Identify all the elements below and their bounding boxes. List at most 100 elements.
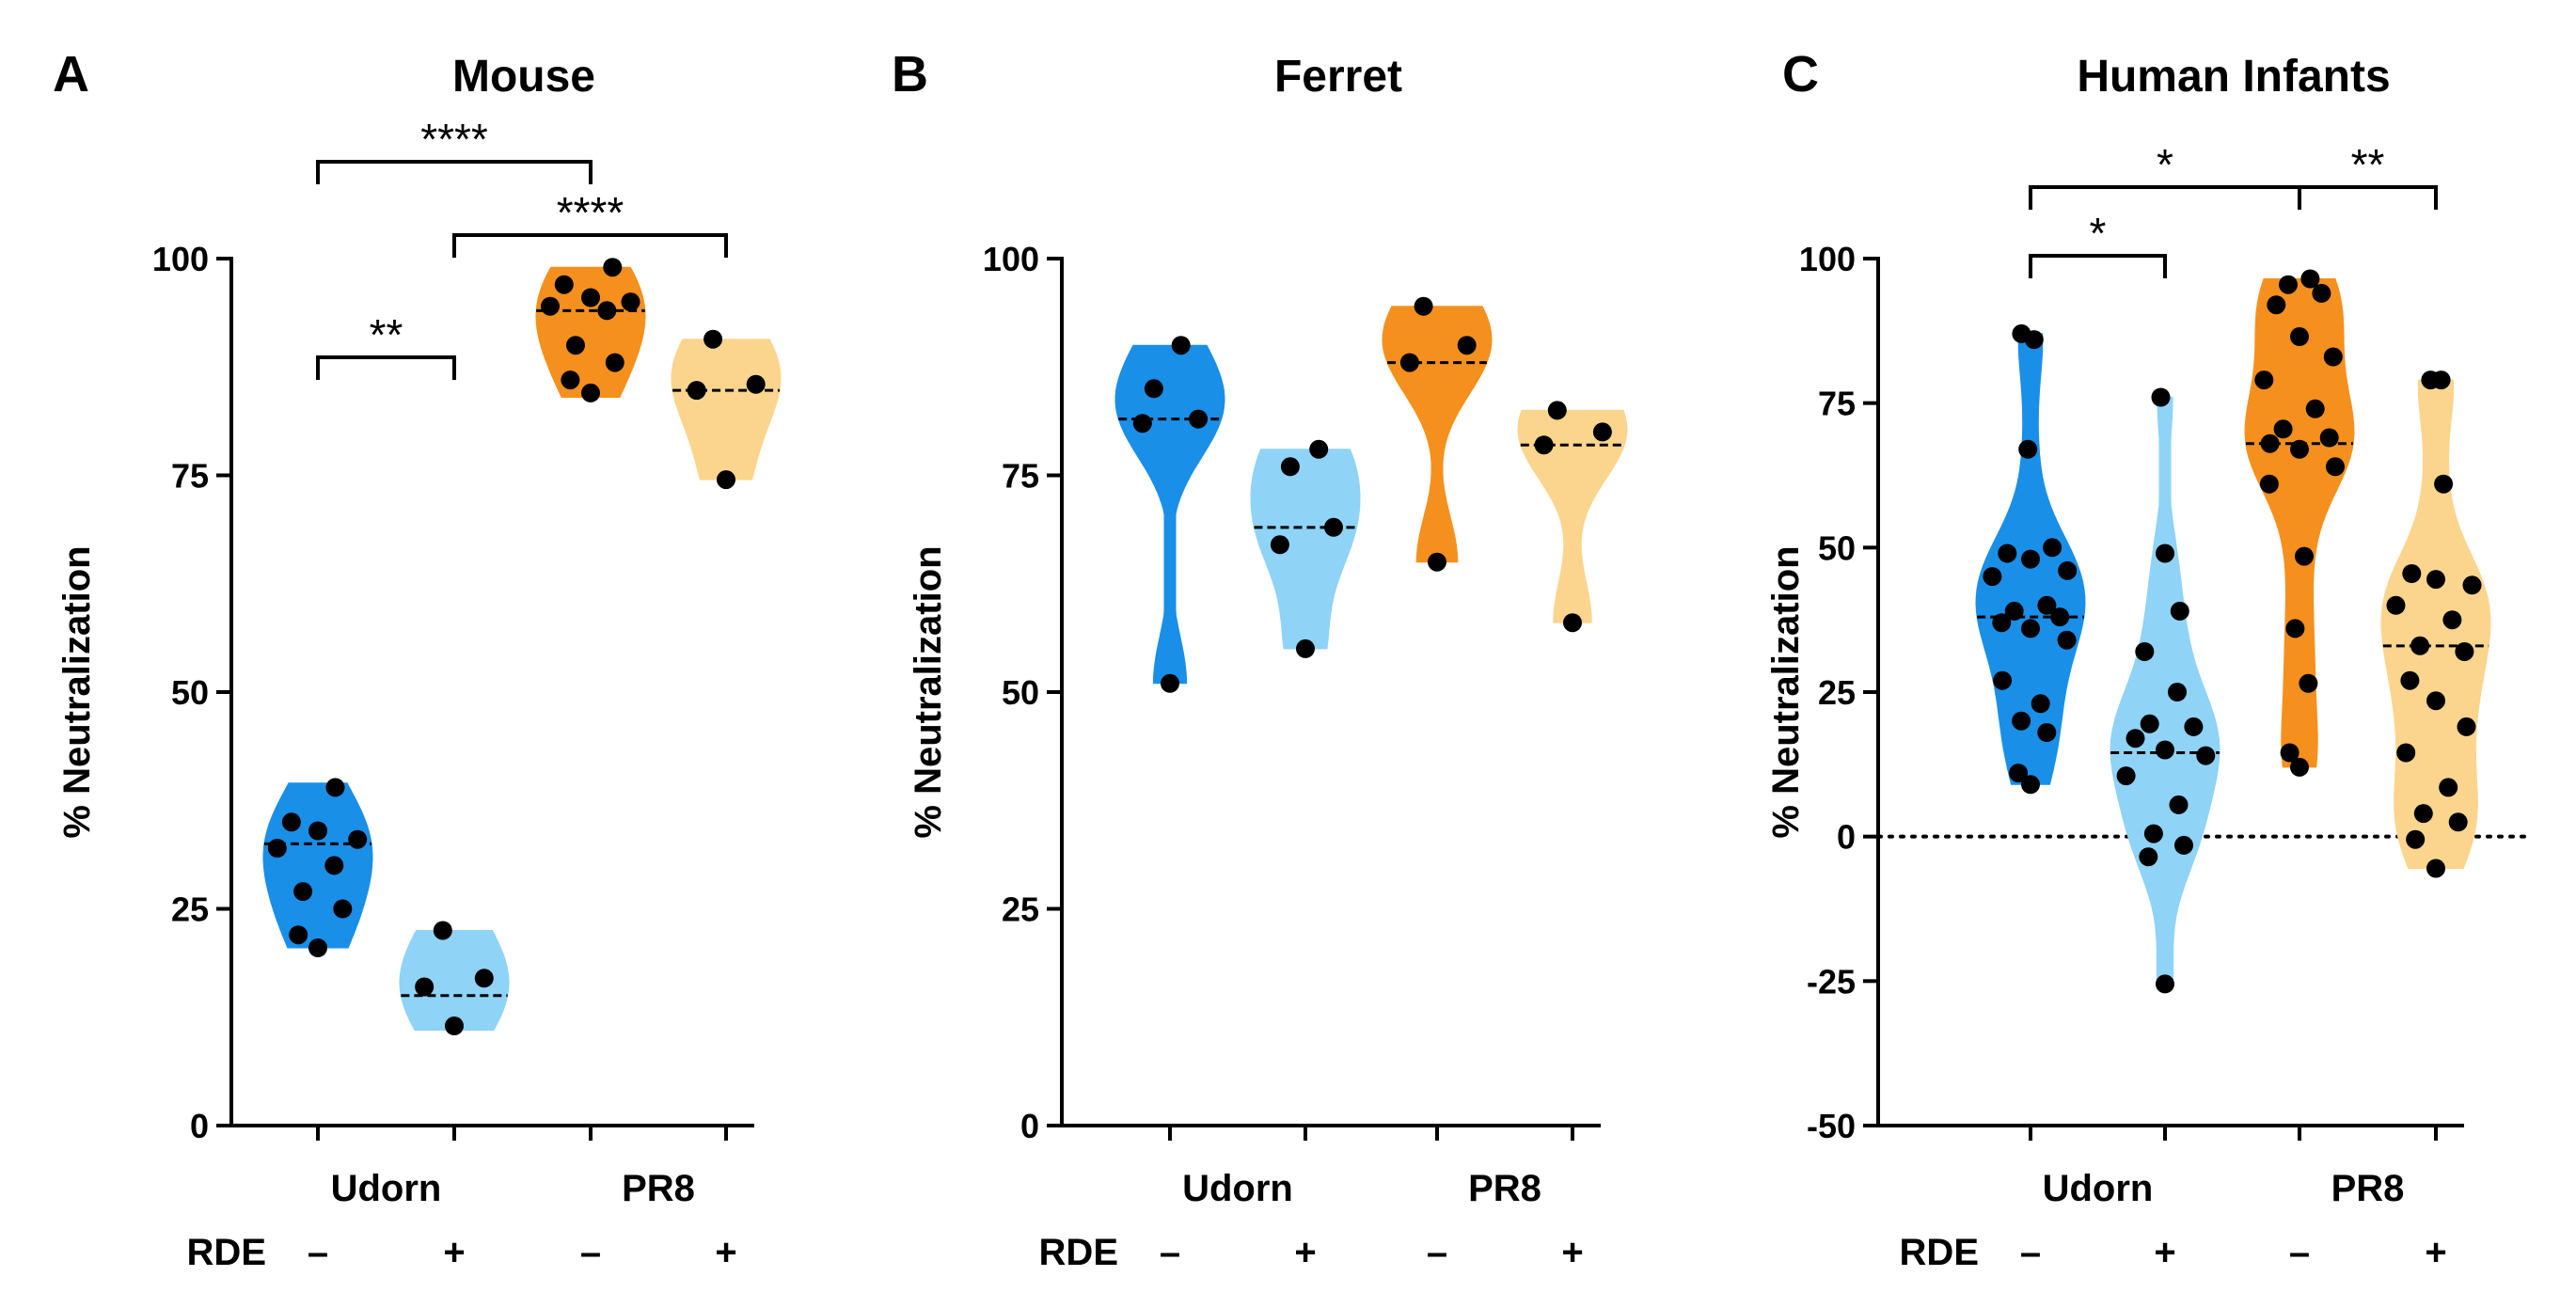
y-tick-label: 75	[1818, 385, 1856, 423]
y-tick-label: 50	[1002, 673, 1039, 712]
data-point	[603, 258, 623, 277]
y-axis-label: % Neutralization	[908, 545, 949, 838]
y-tick-label: 50	[171, 673, 209, 712]
y-tick-label: 0	[1020, 1107, 1039, 1145]
y-axis-label: % Neutralization	[1765, 545, 1807, 838]
data-point	[433, 921, 452, 940]
data-point	[2156, 974, 2174, 994]
data-point	[2290, 327, 2309, 346]
data-point	[2290, 439, 2309, 459]
rde-symbol: +	[2154, 1232, 2175, 1273]
data-point	[1270, 535, 1289, 555]
data-point	[746, 374, 766, 394]
data-point	[2143, 824, 2163, 843]
data-point	[554, 275, 574, 294]
bracket-line	[316, 160, 593, 184]
data-point	[2312, 283, 2331, 303]
data-point	[2413, 804, 2433, 824]
data-point	[2126, 729, 2145, 749]
data-point	[541, 296, 560, 316]
data-point	[2462, 575, 2482, 595]
data-point	[2280, 743, 2299, 763]
data-point	[1161, 673, 1179, 693]
significance-bracket: *	[2029, 140, 2301, 210]
y-tick-label: 25	[1002, 890, 1039, 929]
data-point	[2156, 544, 2174, 563]
data-point	[2031, 694, 2050, 714]
rde-row-label: RDE	[187, 1232, 266, 1273]
data-point	[581, 383, 600, 402]
data-point	[581, 288, 600, 307]
data-point	[561, 370, 580, 390]
data-point	[2004, 601, 2024, 621]
data-point	[2426, 691, 2445, 711]
significance-label: **	[370, 310, 403, 359]
panel-b: B Ferret % Neutralization 0 25 50 75 100 Udorn PR…	[892, 46, 1628, 1273]
data-point	[2037, 723, 2057, 742]
bracket-line	[316, 355, 456, 380]
rde-row-label: RDE	[1039, 1232, 1118, 1273]
data-point	[2267, 295, 2286, 315]
bracket-line	[452, 233, 728, 258]
data-point	[2058, 560, 2078, 580]
data-point	[2174, 835, 2193, 855]
data-point	[348, 829, 368, 849]
data-point	[605, 353, 624, 372]
data-point	[2050, 607, 2070, 627]
violin-1	[2110, 397, 2220, 985]
data-point	[1324, 517, 1343, 537]
rde-symbol: +	[443, 1232, 465, 1273]
data-point	[2156, 740, 2174, 760]
y-tick-label: 25	[171, 890, 209, 929]
significance-bracket: *	[2029, 209, 2167, 278]
significance-label: ****	[420, 115, 488, 164]
data-point	[1399, 353, 1419, 372]
data-point	[2305, 399, 2325, 418]
panel-a: A Mouse% Neutralization0255075100********…	[53, 46, 782, 1273]
data-point	[2116, 766, 2136, 786]
data-point	[1428, 552, 1446, 572]
data-point	[293, 882, 313, 902]
y-tick-label: -50	[1807, 1107, 1856, 1145]
y-tick-label: 75	[171, 457, 209, 496]
data-point	[1992, 613, 2012, 633]
significance-label: *	[2157, 140, 2173, 189]
data-point	[2170, 601, 2189, 621]
data-point	[2406, 829, 2426, 849]
data-point	[2326, 457, 2345, 477]
data-point	[2400, 670, 2420, 690]
group-label: Udorn	[1182, 1168, 1293, 1209]
bracket-line	[2298, 185, 2438, 210]
rde-symbol: –	[2020, 1232, 2041, 1273]
panel-c: C Human Infants % Neutralization -50 -25 0 25 5…	[1765, 46, 2532, 1273]
data-point	[1414, 296, 1433, 316]
panel-title: Mouse	[452, 52, 595, 102]
rde-symbol: –	[1160, 1232, 1180, 1273]
data-point	[281, 812, 301, 832]
group-label: PR8	[1468, 1168, 1541, 1209]
data-point	[1457, 336, 1477, 355]
data-point	[325, 778, 345, 797]
data-point	[1171, 336, 1191, 355]
data-point	[1144, 379, 1163, 399]
group-label: Udorn	[2043, 1168, 2154, 1209]
significance-label: *	[2090, 209, 2107, 258]
y-tick-label: 0	[190, 1107, 209, 1145]
significance-bracket: ****	[316, 115, 593, 184]
data-point	[2386, 595, 2406, 615]
data-point	[2012, 323, 2031, 343]
data-point	[717, 470, 735, 490]
data-point	[1132, 414, 1152, 433]
data-point	[445, 1016, 464, 1035]
data-point	[474, 969, 494, 988]
data-point	[597, 301, 617, 321]
data-point	[2168, 683, 2187, 701]
panel-letter: C	[1782, 46, 1819, 102]
data-point	[2448, 812, 2468, 832]
data-point	[566, 336, 585, 355]
data-point	[2455, 642, 2474, 661]
data-point	[1592, 422, 1612, 442]
violin-3	[671, 339, 782, 481]
data-point	[308, 821, 327, 841]
group-label: Udorn	[331, 1168, 442, 1209]
